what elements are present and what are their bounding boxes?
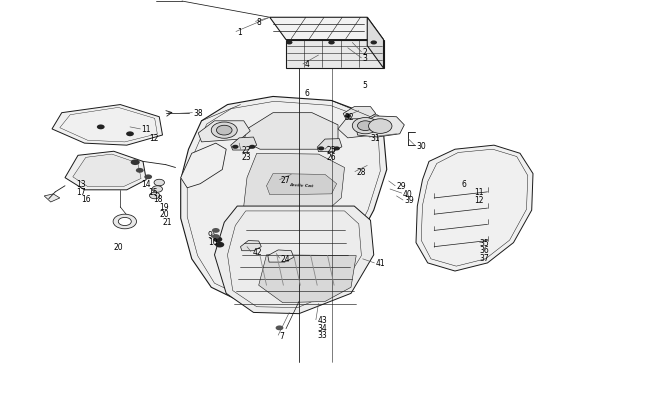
Polygon shape [266, 174, 337, 195]
Text: 2: 2 [363, 48, 367, 57]
Text: 32: 32 [344, 113, 354, 122]
Text: 26: 26 [326, 153, 336, 162]
Circle shape [352, 118, 378, 134]
Text: 3: 3 [363, 54, 368, 63]
Circle shape [369, 119, 392, 134]
Text: 37: 37 [480, 253, 489, 262]
Circle shape [249, 145, 255, 149]
Text: 20: 20 [159, 209, 169, 218]
Text: 10: 10 [208, 238, 218, 247]
Text: 24: 24 [281, 254, 291, 263]
Circle shape [276, 326, 283, 330]
Polygon shape [73, 155, 141, 187]
Circle shape [232, 145, 239, 149]
Circle shape [216, 126, 232, 136]
Text: 1: 1 [237, 28, 242, 37]
Text: 9: 9 [208, 230, 213, 239]
Circle shape [212, 228, 220, 233]
Circle shape [328, 41, 335, 45]
Polygon shape [270, 18, 384, 40]
Circle shape [144, 175, 152, 180]
Text: 25: 25 [326, 145, 336, 154]
Circle shape [358, 122, 373, 131]
Polygon shape [367, 18, 383, 69]
Text: 40: 40 [403, 189, 413, 198]
Circle shape [131, 160, 140, 166]
Circle shape [286, 41, 292, 45]
Text: 31: 31 [370, 133, 380, 142]
Text: 16: 16 [81, 195, 91, 204]
Polygon shape [240, 241, 261, 251]
Circle shape [150, 193, 160, 199]
Circle shape [118, 218, 131, 226]
Polygon shape [65, 152, 146, 190]
Circle shape [154, 180, 164, 186]
Circle shape [136, 168, 144, 173]
Circle shape [215, 242, 224, 248]
Polygon shape [181, 97, 387, 302]
Polygon shape [259, 255, 356, 303]
Text: 42: 42 [252, 247, 262, 256]
Polygon shape [44, 194, 60, 202]
Circle shape [113, 215, 136, 229]
Polygon shape [356, 117, 404, 138]
Text: Arctic Cat: Arctic Cat [289, 183, 313, 188]
Circle shape [318, 147, 324, 151]
Polygon shape [181, 144, 226, 188]
Polygon shape [231, 138, 257, 151]
Polygon shape [244, 113, 338, 150]
Polygon shape [317, 139, 342, 152]
Text: 43: 43 [317, 315, 327, 324]
Text: 8: 8 [257, 18, 261, 27]
Text: 39: 39 [404, 196, 414, 205]
Circle shape [344, 115, 351, 119]
Text: 33: 33 [317, 330, 327, 339]
Circle shape [370, 41, 377, 45]
Text: 7: 7 [280, 331, 285, 340]
Text: 21: 21 [162, 217, 172, 226]
Polygon shape [343, 107, 376, 119]
Text: 5: 5 [363, 81, 368, 90]
Text: 36: 36 [480, 246, 489, 255]
Text: 28: 28 [356, 168, 366, 177]
Text: 34: 34 [317, 323, 327, 332]
Polygon shape [52, 105, 162, 146]
Text: 15: 15 [148, 187, 158, 196]
Text: 14: 14 [142, 180, 151, 189]
Text: 11: 11 [142, 125, 151, 134]
Text: 38: 38 [194, 109, 203, 118]
Text: 20: 20 [114, 243, 124, 252]
Text: 17: 17 [77, 187, 86, 196]
Polygon shape [286, 40, 384, 69]
Circle shape [126, 132, 134, 137]
Polygon shape [244, 154, 344, 223]
Circle shape [152, 186, 162, 193]
Circle shape [213, 237, 222, 243]
Text: 11: 11 [474, 188, 484, 197]
Polygon shape [214, 207, 374, 314]
Text: 6: 6 [304, 89, 309, 98]
Circle shape [97, 125, 105, 130]
Circle shape [211, 123, 237, 139]
Text: 35: 35 [480, 239, 489, 247]
Text: 12: 12 [150, 133, 159, 142]
Text: 6: 6 [462, 180, 467, 189]
Text: 19: 19 [159, 202, 169, 211]
Circle shape [212, 234, 220, 239]
Polygon shape [338, 115, 390, 139]
Text: 29: 29 [396, 182, 406, 191]
Text: 18: 18 [153, 195, 162, 204]
Text: 4: 4 [304, 60, 309, 69]
Text: 27: 27 [281, 176, 291, 185]
Polygon shape [416, 146, 533, 271]
Text: 41: 41 [376, 259, 385, 268]
Polygon shape [268, 250, 294, 262]
Circle shape [333, 147, 340, 151]
Text: 13: 13 [77, 180, 86, 189]
Polygon shape [198, 122, 250, 143]
Text: 22: 22 [242, 145, 252, 154]
Text: 12: 12 [474, 195, 484, 204]
Text: 30: 30 [416, 141, 426, 150]
Text: 23: 23 [242, 153, 252, 162]
